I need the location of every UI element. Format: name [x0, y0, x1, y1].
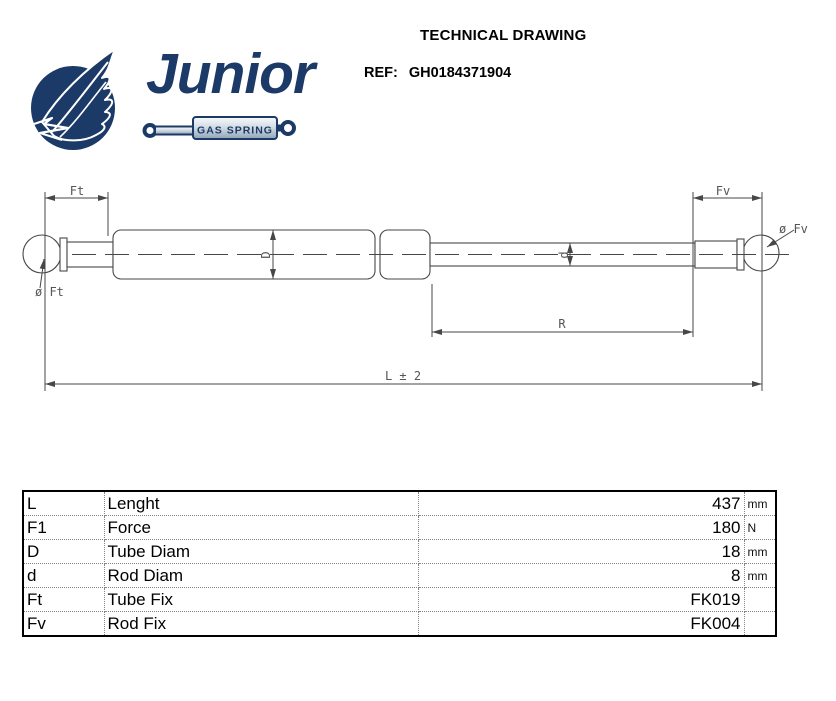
dim-label-ft: Ft: [70, 184, 84, 198]
collar-left: [59, 237, 68, 272]
spec-row-tube-diam: D Tube Diam 18 mm: [22, 539, 777, 564]
dim-label-phi-fv: ø Fv: [779, 222, 808, 236]
cell-unit: mm: [743, 490, 777, 516]
cell-name: Tube Diam: [103, 539, 419, 564]
cell-value: 18: [417, 539, 745, 564]
cell-unit: N: [743, 515, 777, 540]
cell-symbol: d: [22, 563, 105, 588]
cell-name: Lenght: [103, 490, 419, 516]
dim-label-stroke: R: [558, 317, 566, 331]
gas-spring-diagram: Ft Fv D d R L ± 2 ø Ft ø Fv: [22, 184, 808, 391]
tagline-text: GAS SPRING: [197, 125, 273, 137]
cell-value: FK004: [417, 611, 745, 637]
spec-row-force: F1 Force 180 N: [22, 515, 777, 540]
cell-value: 180: [417, 515, 745, 540]
cell-value: 437: [417, 490, 745, 516]
cell-unit: [743, 587, 777, 612]
reference-line: REF: GH0184371904: [364, 65, 511, 81]
gas-spring-badge: GAS SPRING: [142, 116, 296, 140]
cell-symbol: L: [22, 490, 105, 516]
cell-symbol: F1: [22, 515, 105, 540]
spec-row-rod-fix: Fv Rod Fix FK004: [22, 611, 777, 637]
cell-unit: [743, 611, 777, 637]
spec-row-tube-fix: Ft Tube Fix FK019: [22, 587, 777, 612]
cell-value: 8: [417, 563, 745, 588]
cell-name: Rod Fix: [103, 611, 419, 637]
cell-name: Rod Diam: [103, 563, 419, 588]
dim-label-rod-diam: d: [557, 251, 571, 258]
dim-label-phi-ft: ø Ft: [35, 285, 64, 299]
spec-row-rod-diam: d Rod Diam 8 mm: [22, 563, 777, 588]
spec-table: L Lenght 437 mm F1 Force 180 N D Tube Di…: [22, 490, 777, 637]
cell-value: FK019: [417, 587, 745, 612]
ball-end-left: [22, 234, 62, 274]
cell-symbol: Fv: [22, 611, 105, 637]
gas-spring-body: [22, 229, 780, 280]
dim-label-fv: Fv: [716, 184, 730, 198]
dimension-lines: [39, 192, 795, 391]
cell-symbol: Ft: [22, 587, 105, 612]
ref-label: REF:: [364, 65, 398, 81]
page-title: TECHNICAL DRAWING: [420, 27, 587, 44]
brand-name: Junior: [146, 42, 315, 106]
spec-row-length: L Lenght 437 mm: [22, 490, 777, 516]
cell-unit: mm: [743, 563, 777, 588]
dim-label-length: L ± 2: [385, 369, 421, 383]
ball-end-right: [742, 234, 780, 272]
cell-name: Force: [103, 515, 419, 540]
ref-value: GH0184371904: [408, 65, 512, 81]
cell-name: Tube Fix: [103, 587, 419, 612]
cell-unit: mm: [743, 539, 777, 564]
cell-symbol: D: [22, 539, 105, 564]
dim-label-tube-diam: D: [259, 251, 273, 258]
wing-emblem-icon: [31, 48, 116, 150]
